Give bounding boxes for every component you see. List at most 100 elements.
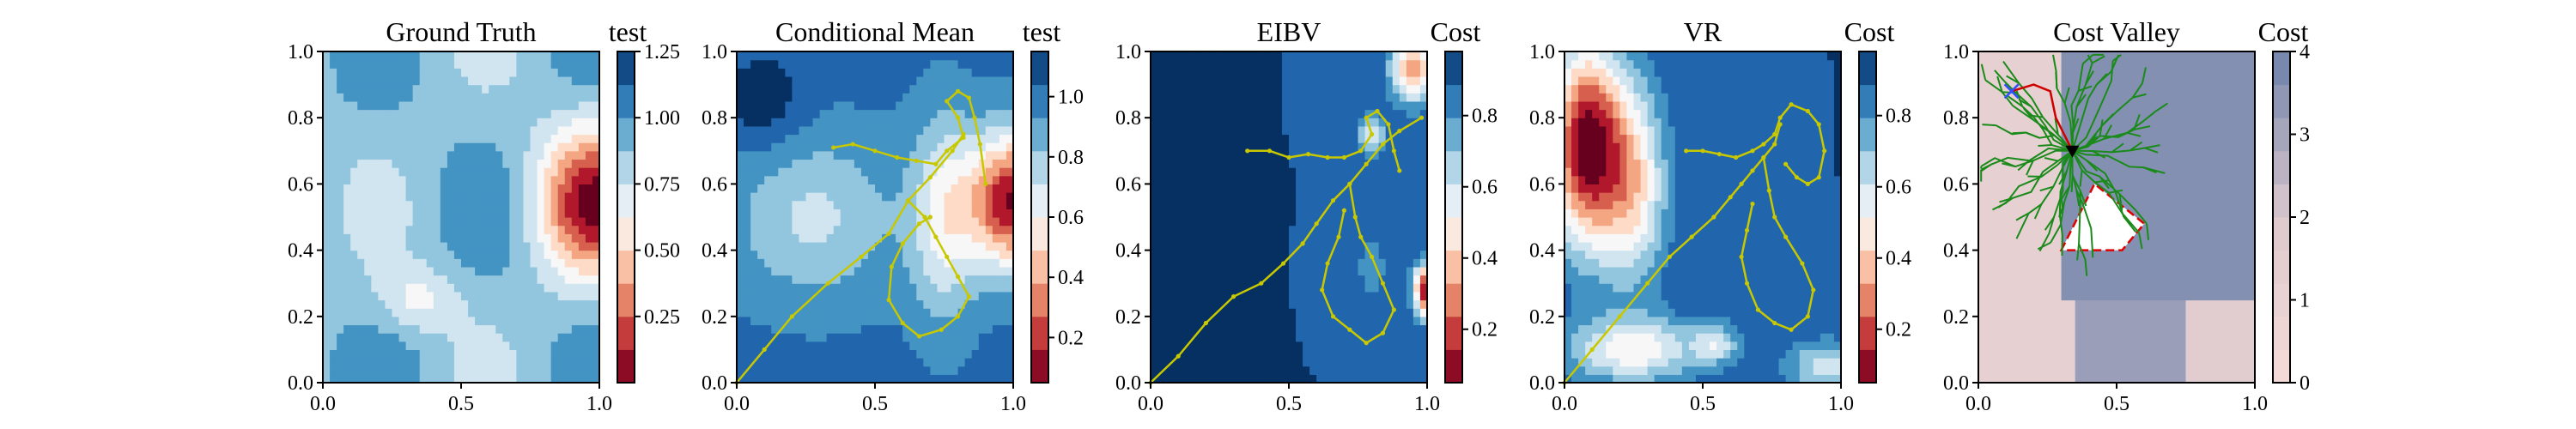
heatmap-cell <box>1247 316 1255 326</box>
heatmap-cell <box>992 125 1000 136</box>
heatmap-cell <box>419 341 428 350</box>
heatmap-cell <box>509 159 517 168</box>
heatmap-cell <box>1385 266 1394 276</box>
path-line-3 <box>1321 184 1395 345</box>
heatmap-cell <box>392 93 400 102</box>
heatmap-cell <box>1233 341 1242 350</box>
heatmap-cell <box>509 76 517 86</box>
heatmap-cell <box>1330 100 1338 111</box>
heatmap-cell <box>882 175 890 184</box>
heatmap-cell <box>951 76 959 86</box>
heatmap-cell <box>826 76 835 86</box>
heatmap-cell <box>930 84 939 94</box>
heatmap-cell <box>447 208 455 218</box>
heatmap-cell <box>433 266 441 276</box>
heatmap-cell <box>1309 167 1317 177</box>
heatmap-cell <box>1151 250 1158 259</box>
heatmap-cell <box>799 109 807 118</box>
heatmap-cell <box>1157 208 1165 218</box>
heatmap-cell <box>757 358 765 367</box>
heatmap-cell <box>978 250 987 259</box>
heatmap-cell <box>937 258 945 268</box>
heatmap-cell <box>923 125 931 136</box>
heatmap-cell <box>495 84 503 94</box>
heatmap-cell <box>1330 150 1338 160</box>
heatmap-cell <box>419 225 428 234</box>
heatmap-cell <box>1274 266 1283 276</box>
heatmap-cell <box>819 258 828 268</box>
heatmap-cell <box>937 184 945 193</box>
heatmap-cell <box>337 233 344 243</box>
heatmap-cell <box>867 125 876 136</box>
heatmap-cell <box>957 109 966 118</box>
heatmap-cell <box>1330 299 1338 309</box>
heatmap-cell <box>1364 200 1373 209</box>
heatmap-cell <box>1151 258 1158 268</box>
heatmap-cell <box>398 366 407 375</box>
y-tick-label: 1.0 <box>1115 41 1141 63</box>
heatmap-cell <box>364 208 372 218</box>
heatmap-cell <box>495 341 503 350</box>
heatmap-cell <box>1219 358 1228 367</box>
heatmap-cell <box>337 208 344 218</box>
heatmap-cell <box>757 175 765 184</box>
heatmap-cell <box>502 250 510 259</box>
heatmap-cell <box>592 76 600 86</box>
heatmap-cell <box>1164 225 1172 234</box>
heatmap-cell <box>482 366 489 375</box>
heatmap-cell <box>1413 142 1421 152</box>
heatmap-cell <box>489 349 496 359</box>
heatmap-cell <box>1261 93 1269 102</box>
heatmap-cell <box>771 225 779 234</box>
heatmap-cell <box>1171 358 1179 367</box>
heatmap-cell <box>364 324 372 334</box>
heatmap-cell <box>737 266 744 276</box>
heatmap-cell <box>957 208 966 218</box>
heatmap-cell <box>537 250 545 259</box>
heatmap-cell <box>357 316 365 326</box>
heatmap-cell <box>330 341 337 350</box>
heatmap-cell <box>957 358 966 367</box>
heatmap-cell <box>447 167 455 177</box>
heatmap-cell <box>489 299 496 309</box>
heatmap-cell <box>1254 93 1262 102</box>
heatmap-cell <box>544 217 552 227</box>
heatmap-cell <box>833 233 841 243</box>
heatmap-cell <box>350 200 358 209</box>
heatmap-cell <box>1247 125 1255 136</box>
heatmap-cell <box>1378 233 1387 243</box>
heatmap-cell <box>1344 109 1352 118</box>
heatmap-cell <box>523 258 532 268</box>
heatmap-cell <box>378 217 386 227</box>
heatmap-cell <box>1413 308 1421 317</box>
heatmap-cell <box>805 341 814 350</box>
heatmap-cell <box>1185 93 1193 102</box>
heatmap-cell <box>923 241 931 251</box>
heatmap-cell <box>902 225 910 234</box>
heatmap-cell <box>592 167 600 177</box>
heatmap-cell <box>419 208 428 218</box>
heatmap-cell <box>1413 291 1421 301</box>
heatmap-cell <box>385 225 393 234</box>
heatmap-cell <box>964 167 973 177</box>
heatmap-cell <box>371 341 379 350</box>
heatmap-cell <box>978 283 987 293</box>
heatmap-cell <box>1358 358 1366 367</box>
heatmap-cell <box>771 200 779 209</box>
heatmap-cell <box>902 258 910 268</box>
heatmap-cell <box>1371 316 1380 326</box>
heatmap-cell <box>530 366 538 375</box>
heatmap-cell <box>419 374 428 384</box>
heatmap-cell <box>1351 200 1359 209</box>
heatmap-cell <box>1392 208 1400 218</box>
heatmap-cell <box>964 217 973 227</box>
heatmap-cell <box>964 366 973 375</box>
heatmap-cell <box>889 250 896 259</box>
heatmap-cell <box>523 100 532 111</box>
heatmap-cell <box>1316 266 1324 276</box>
heatmap-cell <box>468 134 476 143</box>
heatmap-cell <box>544 76 552 86</box>
heatmap-cell <box>999 374 1007 384</box>
